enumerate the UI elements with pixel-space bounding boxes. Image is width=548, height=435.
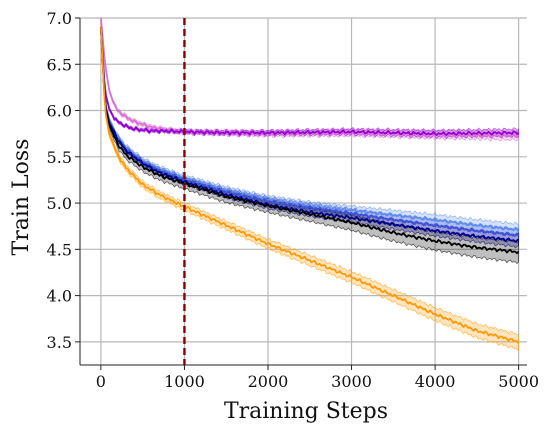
- series-line-1: [101, 27, 519, 135]
- y-tick-label: 5.0: [47, 194, 72, 213]
- x-tick-label: 5000: [498, 372, 539, 391]
- x-tick-label: 1000: [164, 372, 205, 391]
- y-tick-label: 7.0: [47, 9, 72, 28]
- x-axis-title: Training Steps: [224, 399, 388, 424]
- series-band-0: [101, 18, 519, 141]
- x-tick-label: 4000: [415, 372, 456, 391]
- grid: [80, 18, 527, 365]
- y-tick-label: 3.5: [47, 333, 72, 352]
- x-tick-label: 3000: [331, 372, 372, 391]
- y-tick-label: 5.5: [47, 148, 72, 167]
- y-tick-label: 4.5: [47, 240, 72, 259]
- series-line-0: [101, 18, 519, 137]
- y-tick-label: 4.0: [47, 287, 72, 306]
- y-tick-label: 6.5: [47, 55, 72, 74]
- series-bands: [101, 18, 519, 351]
- y-tick-label: 6.0: [47, 102, 72, 121]
- series-band-6: [101, 25, 519, 351]
- y-axis-title: Train Loss: [9, 139, 34, 256]
- x-tick-label: 0: [96, 372, 106, 391]
- x-tick-label: 2000: [248, 372, 289, 391]
- series-band-1: [101, 26, 519, 138]
